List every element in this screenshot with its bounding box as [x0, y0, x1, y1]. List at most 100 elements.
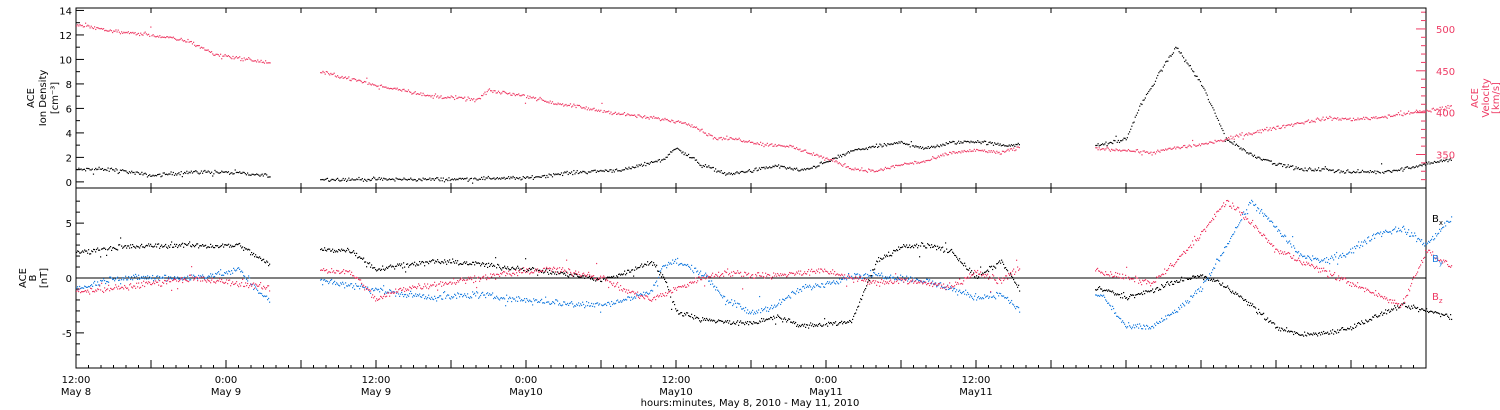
- velocity-point: [895, 164, 897, 166]
- bx-point: [872, 269, 874, 271]
- by-point: [478, 297, 480, 299]
- bx-point: [334, 249, 336, 252]
- velocity-point: [230, 57, 232, 59]
- velocity-point: [1242, 138, 1244, 140]
- velocity-point: [523, 94, 525, 96]
- by-point: [151, 278, 153, 280]
- bx-point: [837, 324, 839, 326]
- velocity-point: [1174, 146, 1176, 148]
- by-point: [370, 292, 372, 294]
- density-point: [413, 178, 415, 181]
- velocity-point: [441, 97, 443, 100]
- density-ytick-label: 8: [66, 80, 72, 91]
- velocity-point: [668, 120, 671, 122]
- density-point: [697, 161, 699, 163]
- bx-point: [1360, 323, 1362, 326]
- bx-point: [885, 256, 887, 258]
- velocity-point: [530, 97, 532, 99]
- density-point: [1204, 89, 1206, 91]
- bx-point: [842, 323, 844, 325]
- bx-point: [1281, 327, 1283, 329]
- velocity-point: [1386, 117, 1388, 119]
- bx-point: [173, 246, 175, 248]
- density-point: [627, 168, 629, 170]
- density-point: [1203, 87, 1205, 89]
- velocity-point: [1178, 147, 1180, 149]
- by-point: [1192, 296, 1194, 298]
- by-point: [690, 268, 692, 270]
- velocity-point: [843, 164, 845, 166]
- by-point: [531, 301, 533, 303]
- by-point: [422, 294, 424, 296]
- by-point: [353, 285, 355, 287]
- bx-point: [348, 249, 350, 251]
- bx-point: [1398, 307, 1400, 309]
- density-point: [1255, 156, 1257, 159]
- velocity-point: [720, 136, 722, 139]
- bz-point: [232, 281, 234, 283]
- by-point: [615, 302, 617, 305]
- bx-point: [154, 245, 156, 247]
- bx-point: [1193, 275, 1195, 277]
- bx-point: [1371, 319, 1373, 321]
- bx-point: [380, 269, 382, 272]
- velocity-point: [977, 149, 979, 151]
- by-point: [480, 294, 482, 296]
- by-point: [1366, 242, 1368, 245]
- by-point: [330, 279, 332, 281]
- velocity-point: [727, 139, 729, 141]
- density-point: [1249, 152, 1251, 154]
- velocity-point: [1251, 134, 1253, 136]
- by-point: [644, 294, 646, 296]
- by-point: [742, 308, 744, 310]
- bx-point: [734, 322, 736, 325]
- by-point: [1130, 326, 1132, 328]
- density-point: [1240, 147, 1242, 149]
- velocity-point: [479, 98, 482, 100]
- by-point: [862, 277, 864, 280]
- by-point: [743, 307, 745, 309]
- bx-point: [1407, 307, 1409, 309]
- density-point: [666, 156, 668, 158]
- bx-point: [1432, 311, 1434, 313]
- bx-point: [347, 247, 349, 250]
- density-point: [910, 141, 912, 143]
- bz-point: [189, 274, 191, 276]
- density-point: [350, 179, 352, 181]
- velocity-point: [986, 151, 988, 153]
- density-point: [439, 180, 441, 182]
- density-point: [814, 165, 816, 168]
- density-point: [252, 173, 254, 175]
- density-point: [407, 178, 410, 180]
- velocity-point: [645, 117, 647, 119]
- bx-point: [1433, 312, 1435, 314]
- velocity-point: [445, 97, 447, 99]
- velocity-point: [365, 81, 367, 83]
- by-point: [1447, 220, 1449, 222]
- density-point: [141, 171, 143, 173]
- velocity-point: [443, 97, 446, 99]
- density-point: [412, 179, 414, 181]
- velocity-point: [439, 96, 441, 98]
- density-point: [765, 166, 767, 168]
- bx-point: [86, 250, 88, 252]
- bx-point: [425, 261, 427, 263]
- density-point: [329, 180, 331, 182]
- by-point: [460, 293, 462, 296]
- density-point: [953, 141, 955, 143]
- by-point: [954, 287, 956, 290]
- density-point: [857, 148, 860, 150]
- density-point: [1230, 141, 1232, 143]
- density-point: [571, 171, 573, 173]
- density-point: [826, 161, 828, 163]
- by-point: [575, 305, 577, 307]
- velocity-point: [1429, 110, 1431, 112]
- by-point: [262, 294, 264, 297]
- by-point: [160, 277, 162, 279]
- by-point: [1174, 309, 1176, 311]
- by-point: [843, 276, 845, 278]
- velocity-point: [1129, 150, 1131, 152]
- by-point: [935, 282, 937, 284]
- density-point: [191, 172, 194, 174]
- density-point: [1328, 169, 1330, 172]
